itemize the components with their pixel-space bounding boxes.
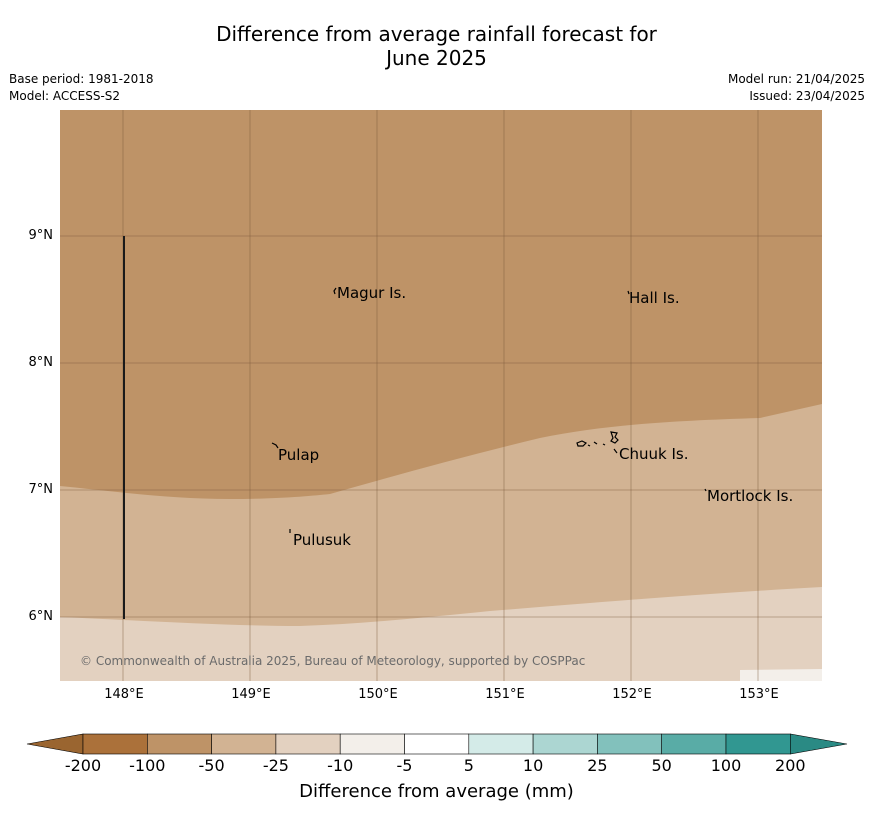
colorbar-tick-label: 10 — [522, 756, 544, 775]
mortlock-island-outline — [704, 488, 707, 492]
colorbar-box-1 — [147, 733, 212, 755]
colorbar-box-3 — [275, 733, 341, 755]
colorbar-box-0 — [82, 733, 148, 755]
rainfall-map — [60, 110, 822, 681]
meta-right: Model run: 21/04/2025 Issued: 23/04/2025 — [728, 71, 865, 105]
chuuk-island-1 — [576, 440, 588, 447]
model-name: Model: ACCESS-S2 — [9, 89, 121, 103]
meta-left: Base period: 1981-2018 Model: ACCESS-S2 — [9, 71, 154, 105]
colorbar-title: Difference from average (mm) — [299, 781, 574, 802]
place-hall-is: Hall Is. — [629, 289, 680, 307]
model-run: Model run: 21/04/2025 — [727, 72, 865, 86]
place-mortlock-is: Mortlock Is. — [707, 487, 794, 505]
place-pulap: Pulap — [278, 446, 320, 464]
colorbar-box-8 — [597, 733, 663, 755]
base-period: Base period: 1981-2018 — [9, 72, 154, 86]
band-minus-25-to-minus-10 — [60, 587, 822, 681]
band-minus-10-to-minus-5 — [740, 669, 822, 681]
colorbar-tick-label: 25 — [587, 756, 608, 775]
magur-island-outline — [333, 287, 337, 295]
chuuk-island-5 — [610, 431, 619, 444]
colorbar-boxes — [26, 733, 848, 755]
map-title: Difference from average rainfall forecas… — [0, 22, 873, 70]
lat-label-7n: 7°N — [28, 482, 54, 497]
lat-label-8n: 8°N — [28, 355, 54, 370]
title-line-2: June 2025 — [386, 46, 487, 70]
colorbar-tick-label: -50 — [198, 756, 225, 775]
lon-label-151e: 151°E — [485, 687, 525, 702]
pulap-island-outline — [271, 442, 279, 449]
colorbar-box-9 — [661, 733, 727, 755]
lat-label-6n: 6°N — [28, 609, 54, 624]
colorbar-tick-label: -5 — [396, 756, 413, 775]
colorbar-box-6 — [468, 733, 534, 755]
island-outlines — [271, 287, 707, 533]
copyright-notice: © Commonwealth of Australia 2025, Bureau… — [80, 654, 586, 668]
issued-date: Issued: 23/04/2025 — [749, 89, 865, 103]
colorbar-box-10 — [725, 733, 791, 755]
lon-label-148e: 148°E — [104, 687, 144, 702]
title-line-1: Difference from average rainfall forecas… — [216, 22, 657, 46]
place-pulusuk: Pulusuk — [293, 531, 351, 549]
place-magur-is: Magur Is. — [337, 284, 407, 302]
colorbar-extend-low — [26, 733, 84, 755]
colorbar-extend-high — [789, 733, 848, 755]
lon-label-150e: 150°E — [358, 687, 398, 702]
colorbar-tick-label: 100 — [710, 756, 742, 775]
lon-label-153e: 153°E — [739, 687, 779, 702]
lon-label-152e: 152°E — [612, 687, 652, 702]
colorbar-box-7 — [532, 733, 598, 755]
place-chuuk-is: Chuuk Is. — [619, 445, 689, 463]
colorbar-box-5 — [404, 733, 470, 755]
colorbar-tick-label: -10 — [327, 756, 354, 775]
chuuk-island-4 — [602, 443, 606, 446]
colorbar-tick-label: -200 — [64, 756, 102, 775]
colorbar-tick-label: 5 — [463, 756, 474, 775]
colorbar-tick-label: 200 — [775, 756, 806, 775]
hall-island-outline — [627, 290, 630, 295]
graticule — [60, 110, 822, 681]
colorbar-box-4 — [339, 733, 405, 755]
colorbar-tick-label: 50 — [651, 756, 672, 775]
chuuk-island-6 — [613, 448, 618, 454]
colorbar-box-2 — [211, 733, 277, 755]
colorbar-tick-label: -25 — [262, 756, 289, 775]
chuuk-island-3 — [593, 441, 598, 445]
chuuk-island-2 — [587, 444, 591, 447]
colorbar-tick-label: -100 — [129, 756, 166, 775]
lat-label-9n: 9°N — [28, 228, 54, 243]
lon-label-149e: 149°E — [231, 687, 271, 702]
